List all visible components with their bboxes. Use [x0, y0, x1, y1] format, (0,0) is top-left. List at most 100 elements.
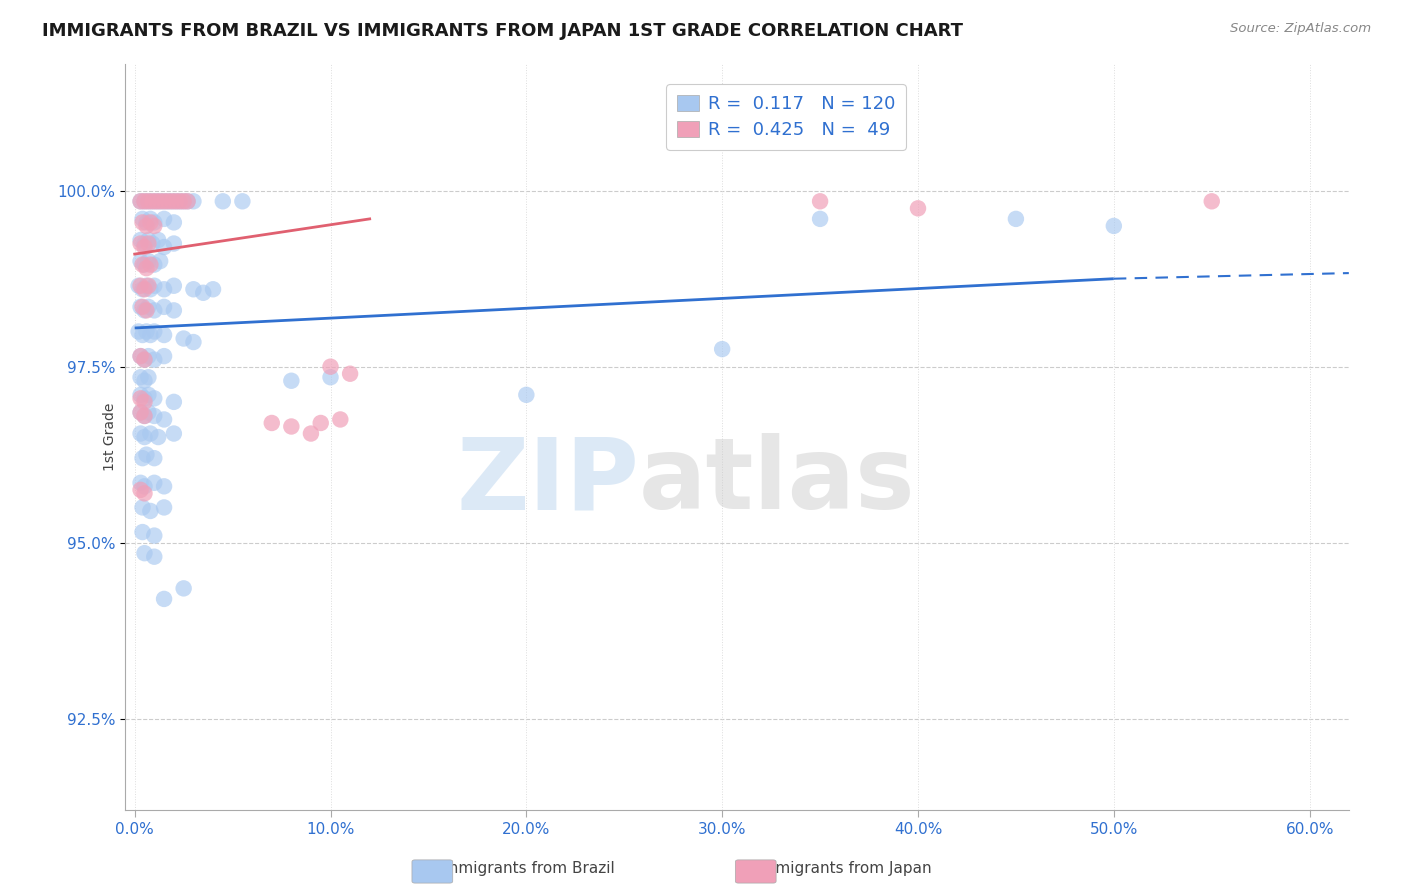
Point: [299, 426, 322, 441]
Point: [163, 303, 186, 318]
Point: [135, 215, 157, 229]
Point: [143, 549, 166, 564]
Point: [153, 240, 176, 254]
Point: [129, 194, 152, 209]
Point: [134, 546, 156, 560]
Point: [163, 395, 186, 409]
Point: [138, 194, 160, 209]
Point: [143, 528, 166, 542]
Point: [153, 300, 176, 314]
Point: [129, 233, 152, 247]
Point: [139, 282, 162, 296]
Point: [153, 349, 176, 363]
Point: [176, 194, 198, 209]
Point: [339, 367, 361, 381]
Point: [183, 282, 205, 296]
Point: [135, 448, 157, 462]
Point: [141, 194, 163, 209]
Point: [129, 388, 152, 402]
Point: [319, 370, 342, 384]
Point: [138, 349, 160, 363]
Point: [153, 194, 176, 209]
Point: [131, 451, 153, 466]
Point: [141, 236, 163, 251]
Point: [148, 430, 170, 444]
Point: [129, 405, 152, 419]
Text: Immigrants from Japan: Immigrants from Japan: [756, 861, 931, 876]
Point: [138, 300, 160, 314]
Point: [131, 328, 153, 343]
Point: [319, 359, 342, 374]
Point: [129, 300, 152, 314]
Point: [211, 194, 233, 209]
Point: [153, 500, 176, 515]
Point: [231, 194, 253, 209]
Point: [808, 194, 831, 209]
Point: [139, 211, 162, 226]
Point: [143, 215, 166, 229]
Point: [131, 215, 153, 229]
Point: [128, 278, 150, 293]
Point: [1005, 211, 1028, 226]
Point: [153, 412, 176, 426]
Point: [138, 194, 160, 209]
Point: [149, 254, 172, 268]
Point: [134, 282, 156, 296]
Point: [138, 254, 160, 268]
Point: [129, 349, 152, 363]
Point: [134, 240, 156, 254]
Point: [134, 486, 156, 500]
Point: [129, 236, 152, 251]
Point: [134, 236, 156, 251]
Point: [135, 278, 157, 293]
Point: [135, 219, 157, 233]
Point: [134, 352, 156, 367]
Point: [169, 194, 191, 209]
Point: [143, 392, 166, 406]
Y-axis label: 1st Grade: 1st Grade: [103, 403, 117, 471]
Point: [138, 236, 160, 251]
Point: [129, 370, 152, 384]
Point: [153, 194, 176, 209]
Point: [129, 349, 152, 363]
Point: [134, 430, 156, 444]
Point: [131, 211, 153, 226]
Point: [153, 282, 176, 296]
Point: [183, 194, 205, 209]
Point: [135, 261, 157, 276]
Point: [149, 194, 172, 209]
Point: [202, 282, 225, 296]
Point: [153, 211, 176, 226]
Point: [143, 258, 166, 272]
Point: [148, 233, 170, 247]
Point: [134, 194, 156, 209]
Point: [135, 303, 157, 318]
Point: [138, 405, 160, 419]
Point: [163, 278, 186, 293]
Point: [139, 215, 162, 229]
Point: [260, 416, 283, 430]
Point: [134, 409, 156, 423]
Point: [173, 194, 195, 209]
Point: [141, 194, 163, 209]
Text: atlas: atlas: [638, 434, 915, 531]
Point: [129, 254, 152, 268]
Point: [131, 282, 153, 296]
Point: [138, 278, 160, 293]
Point: [129, 483, 152, 497]
Point: [138, 370, 160, 384]
Point: [131, 258, 153, 272]
Point: [173, 194, 195, 209]
Point: [129, 194, 152, 209]
Point: [160, 194, 183, 209]
Point: [143, 303, 166, 318]
Point: [143, 325, 166, 339]
Point: [156, 194, 179, 209]
Point: [153, 328, 176, 343]
Text: IMMIGRANTS FROM BRAZIL VS IMMIGRANTS FROM JAPAN 1ST GRADE CORRELATION CHART: IMMIGRANTS FROM BRAZIL VS IMMIGRANTS FRO…: [42, 22, 963, 40]
Point: [711, 342, 734, 356]
Point: [163, 215, 186, 229]
Point: [309, 416, 332, 430]
Point: [143, 219, 166, 233]
Point: [280, 374, 302, 388]
